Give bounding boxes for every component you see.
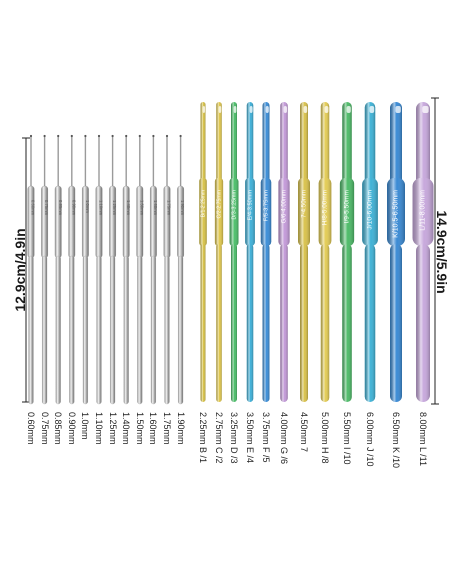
aluminum-size-label: 3.50mm E /4	[245, 412, 255, 464]
steel-size-label: 1.40mm	[121, 412, 132, 445]
aluminum-hook: H/8-5.00mm	[318, 102, 332, 402]
aluminum-size-label: 6.00mm J /10	[365, 412, 375, 467]
aluminum-size-label: 3.75mm F /5	[261, 412, 271, 463]
steel-size-label: 1.0mm	[80, 412, 91, 440]
steel-hook-engraving: 0.85mm	[58, 200, 63, 216]
steel-hook: 0.85mm	[54, 134, 63, 405]
aluminum-size-label: 3.25mm D /3	[229, 412, 239, 464]
aluminum-hook: 7-4.50mm	[298, 102, 310, 402]
steel-hook: 0.90mm	[68, 134, 76, 405]
aluminum-hook: D/3-3.25mm	[229, 102, 239, 402]
aluminum-size-label: 5.50mm I /10	[342, 412, 352, 465]
aluminum-hook: J/10-6.00mm	[362, 102, 378, 402]
steel-size-label: 0.85mm	[53, 412, 64, 445]
steel-hook-engraving: 1.40mm	[126, 200, 131, 216]
aluminum-size-label: 6.50mm K /10	[391, 412, 401, 469]
steel-hook-engraving: 1.60mm	[153, 200, 158, 216]
aluminum-hook-engraving: L/11-8.00mm	[420, 190, 427, 231]
steel-size-label: 1.10mm	[94, 412, 104, 445]
aluminum-size-label: 2.75mm C /2	[214, 412, 224, 464]
aluminum-hook: C/2-2.75mm	[214, 102, 224, 402]
aluminum-dimension-label: 14.9cm/5.9in	[434, 210, 450, 294]
aluminum-size-label: 8.00mm L /11	[418, 412, 428, 467]
aluminum-hook: L/11-8.00mm	[412, 102, 434, 402]
aluminum-hook-engraving: D/3-3.25mm	[232, 190, 238, 220]
aluminum-size-label: 2.25mm B /1	[198, 412, 208, 464]
aluminum-hook-engraving: H/8-5.00mm	[322, 190, 329, 225]
steel-size-label: 0.75mm	[39, 412, 50, 445]
steel-hook-engraving: 1.75mm	[167, 200, 172, 216]
aluminum-hook-engraving: G/6-4.00mm	[282, 190, 288, 223]
steel-hook-engraving: 1.50mm	[139, 200, 144, 216]
steel-hook-engraving: 1.25mm	[112, 200, 117, 216]
steel-hook: 1.25mm	[109, 134, 117, 405]
aluminum-hook: I/9-5.50mm	[339, 102, 355, 402]
aluminum-hook-engraving: C/2-2.75mm	[217, 190, 223, 219]
aluminum-size-label: 4.50mm 7	[299, 412, 309, 453]
aluminum-dimension-bracket	[431, 97, 439, 405]
aluminum-size-label: 4.00mm G /6	[279, 412, 289, 465]
steel-dimension-label: 12.9cm/4.9in	[12, 228, 28, 312]
aluminum-hook: B/1-2.25mm	[199, 102, 207, 402]
steel-size-label: 1.50mm	[134, 412, 145, 445]
steel-hook: 1.50mm	[136, 134, 144, 405]
steel-hook: 1.10mm	[95, 134, 104, 405]
steel-size-label: 1.90mm	[175, 412, 186, 445]
steel-hook: 1.60mm	[149, 134, 158, 405]
aluminum-hook: K/10.5-6.50mm	[387, 102, 405, 402]
aluminum-hook: F/5-3.75mm	[260, 102, 272, 402]
aluminum-hook-engraving: K/10.5-6.50mm	[393, 190, 400, 238]
steel-hook: 1.90mm	[177, 134, 185, 405]
steel-hook: 1.40mm	[122, 134, 131, 405]
aluminum-hook: E/4-3.50mm	[245, 102, 255, 402]
steel-hook-engraving: 0.60mm	[31, 200, 36, 216]
steel-hook: 0.75mm	[41, 134, 49, 405]
steel-size-label: 1.60mm	[148, 412, 159, 445]
steel-size-label: 0.60mm	[26, 412, 36, 445]
steel-hook-engraving: 1.0mm	[85, 200, 90, 213]
steel-size-label: 1.75mm	[162, 412, 172, 445]
steel-hook-engraving: 0.75mm	[44, 200, 49, 216]
aluminum-hook-engraving: B/1-2.25mm	[201, 190, 207, 217]
steel-size-label: 0.90mm	[66, 412, 77, 445]
hooks-layer: 0.60mm 0.75mm 0.85mm 0.90mm 1.0mm 1.10mm 1.25m…	[27, 102, 434, 405]
steel-hook-engraving: 0.90mm	[71, 200, 76, 216]
aluminum-hook-engraving: E/4-3.50mm	[248, 190, 254, 221]
aluminum-hook-engraving: J/10-6.00mm	[367, 190, 374, 230]
steel-hook: 0.60mm	[27, 134, 36, 405]
steel-size-label: 1.25mm	[107, 412, 118, 445]
aluminum-hook-engraving: I/9-5.50mm	[344, 190, 351, 224]
aluminum-size-label: 5.00mm H /8	[320, 412, 330, 464]
steel-hook: 1.0mm	[81, 134, 90, 405]
aluminum-hook-engraving: F/5-3.75mm	[264, 190, 270, 221]
steel-hook-engraving: 1.10mm	[99, 200, 104, 216]
aluminum-hook-engraving: 7-4.50mm	[301, 190, 308, 218]
aluminum-hook: G/6-4.00mm	[278, 102, 290, 402]
steel-hook-engraving: 1.90mm	[180, 200, 185, 216]
steel-hook: 1.75mm	[163, 134, 172, 405]
